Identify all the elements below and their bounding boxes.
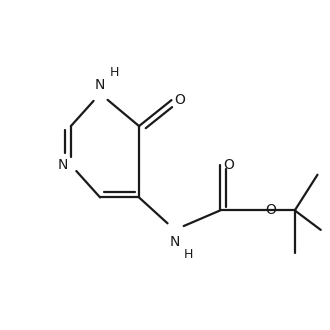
Text: N: N — [57, 158, 68, 172]
Text: N: N — [95, 78, 105, 92]
Text: O: O — [175, 93, 185, 107]
Text: O: O — [266, 203, 277, 217]
Text: O: O — [223, 158, 234, 172]
Text: H: H — [110, 66, 119, 79]
Text: N: N — [170, 235, 180, 249]
Text: H: H — [184, 248, 193, 261]
